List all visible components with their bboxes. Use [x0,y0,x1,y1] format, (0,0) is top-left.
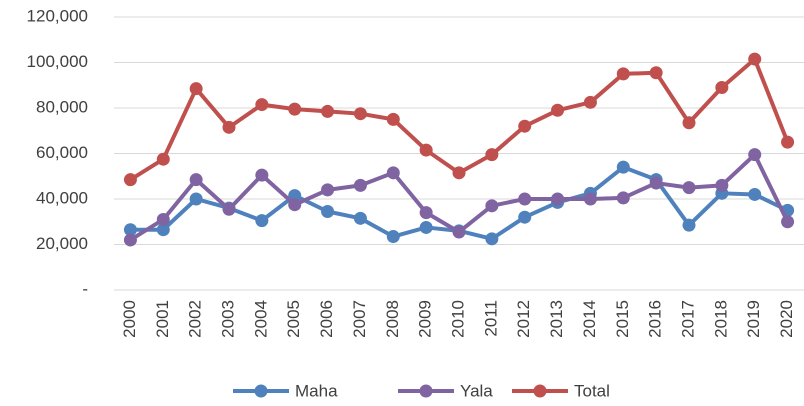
data-point [255,98,269,112]
x-tick-label: 2013 [547,300,566,338]
y-tick-label: 100,000 [27,52,88,71]
data-point [649,66,663,80]
y-tick-label: 80,000 [36,97,88,116]
data-point [518,210,532,224]
x-tick-label: 2002 [186,300,205,338]
x-tick-label: 2020 [777,300,796,338]
x-tick-label: 2000 [120,300,139,338]
legend-label: Maha [295,381,338,400]
y-tick-label: - [82,279,88,298]
x-tick-label: 2010 [448,300,467,338]
data-point [288,102,302,116]
data-point [321,104,335,118]
data-point [682,218,696,232]
y-tick-label: 60,000 [36,143,88,162]
data-point [156,212,170,226]
y-tick-label: 20,000 [36,234,88,253]
data-point [386,112,400,126]
x-tick-label: 2015 [613,300,632,338]
data-point [189,173,203,187]
data-point [748,187,762,201]
data-point [518,192,532,206]
data-point [386,166,400,180]
x-tick-label: 2008 [383,300,402,338]
y-tick-label: 40,000 [36,188,88,207]
data-point [781,215,795,229]
data-point [551,103,565,117]
legend-marker [254,384,268,398]
data-point [583,95,597,109]
legend-marker [533,384,547,398]
legend-marker [419,384,433,398]
data-point [419,206,433,220]
data-point [485,199,499,213]
data-point [288,198,302,212]
x-tick-label: 2009 [416,300,435,338]
data-point [222,120,236,134]
data-point [123,223,137,237]
data-point [682,181,696,195]
data-point [419,143,433,157]
x-tick-label: 2005 [284,300,303,338]
x-tick-label: 2012 [514,300,533,338]
data-point [288,189,302,203]
data-point [123,233,137,247]
data-point [222,202,236,216]
x-tick-label: 2001 [153,300,172,338]
data-point [386,230,400,244]
data-point [353,107,367,121]
legend-label: Total [574,381,610,400]
data-point [715,178,729,192]
x-tick-label: 2004 [251,300,270,338]
data-point [485,232,499,246]
data-point [255,168,269,182]
x-tick-label: 2014 [580,300,599,338]
data-point [452,225,466,239]
x-tick-label: 2016 [646,300,665,338]
data-point [321,205,335,219]
data-point [551,192,565,206]
data-point [419,220,433,234]
data-point [682,116,696,130]
data-point [353,211,367,225]
data-point [189,82,203,96]
data-point [748,148,762,162]
data-point [616,191,630,205]
x-tick-label: 2019 [744,300,763,338]
x-tick-label: 2018 [711,300,730,338]
legend-label: Yala [460,381,493,400]
data-point [452,166,466,180]
data-point [353,178,367,192]
data-point [189,192,203,206]
data-point [518,119,532,133]
x-tick-label: 2011 [481,300,500,337]
data-point [715,81,729,95]
data-point [781,135,795,149]
x-tick-label: 2006 [317,300,336,338]
data-point [616,67,630,81]
data-point [123,173,137,187]
x-tick-label: 2007 [350,300,369,338]
y-tick-label: 120,000 [27,6,88,25]
x-tick-label: 2017 [678,300,697,338]
data-point [156,223,170,237]
x-tick-label: 2003 [218,300,237,338]
data-point [255,214,269,228]
data-point [321,183,335,197]
data-point [649,176,663,190]
data-point [616,160,630,174]
data-point [485,148,499,162]
data-point [156,152,170,166]
data-point [583,192,597,206]
data-point [748,52,762,66]
